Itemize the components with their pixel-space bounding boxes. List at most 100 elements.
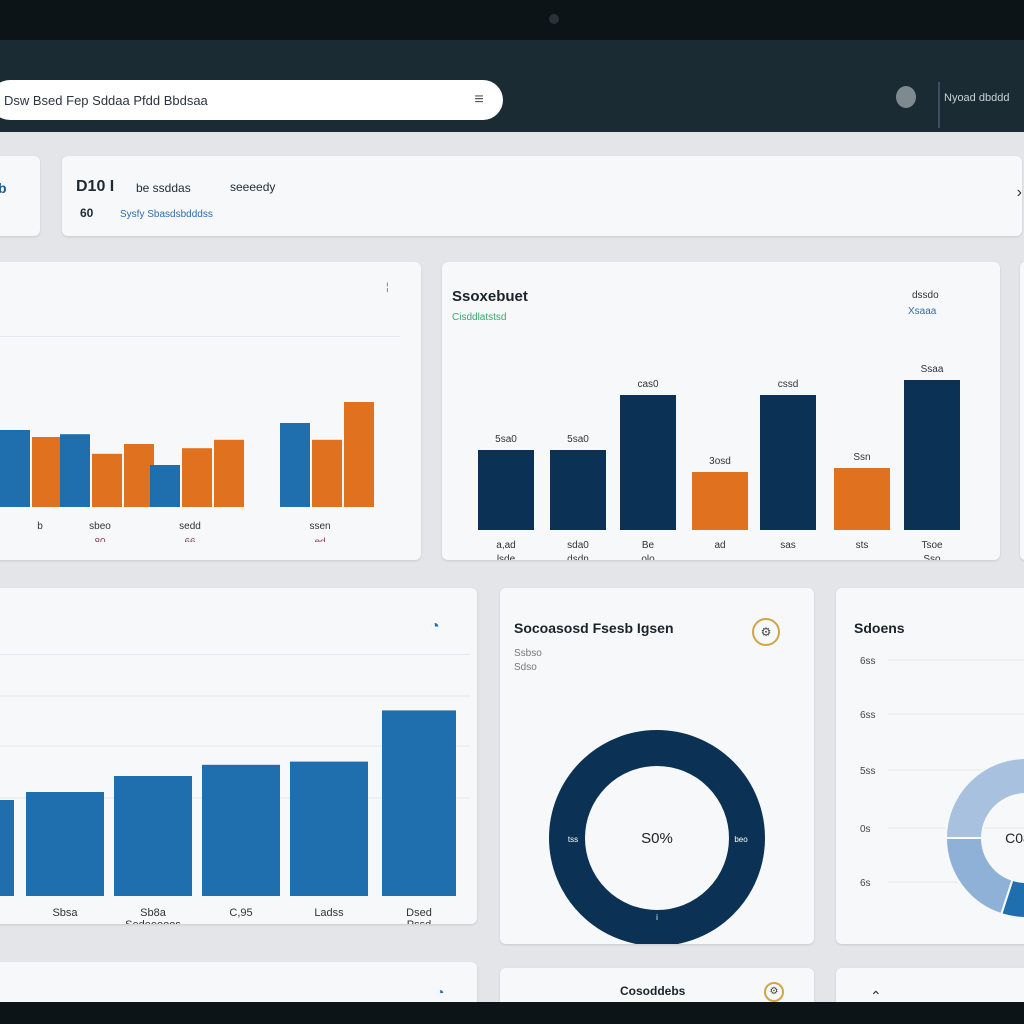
y-tick-label: 5ss xyxy=(860,766,876,777)
bar xyxy=(312,439,342,507)
bar xyxy=(32,437,62,507)
donut-segment-label: tss xyxy=(568,835,578,844)
grouped-bar-card: ¦ b sbeo 80 sedd 66 ssen ed xyxy=(0,262,421,560)
bar-value-label: 5sa0 xyxy=(495,434,517,445)
bottom-card-right: ⌃ xyxy=(836,968,1024,1002)
x-tick-label: Be xyxy=(642,540,655,551)
info-icon[interactable]: ¦ xyxy=(386,282,389,293)
pie-card: Sdoens 6ss 6ss 5ss 0s 6s C08 xyxy=(836,588,1024,944)
card-title: Cosoddebs xyxy=(620,984,686,998)
bar-value-label: cssd xyxy=(778,379,799,390)
x-tick-label: sda0 xyxy=(567,540,589,551)
x-tick-label: dsdn xyxy=(567,554,589,560)
search-icon[interactable]: ≡ xyxy=(474,91,484,108)
bar xyxy=(280,423,310,507)
bar xyxy=(150,465,180,507)
settings-icon[interactable]: ⚙ xyxy=(752,618,780,646)
x-tick-label: Dsed xyxy=(406,907,432,919)
x-tick-label: Sbsa xyxy=(52,907,78,919)
donut-ring xyxy=(549,730,765,944)
x-tick-label: ssen xyxy=(309,521,330,532)
x-tick-label: sbeo xyxy=(89,521,111,532)
avatar[interactable] xyxy=(896,86,916,108)
bar xyxy=(202,764,280,896)
blue-bar-card: ◔ Sbsa Sb8aSedeeooos C,95 Ladss DsedPssd xyxy=(0,588,477,924)
refresh-icon[interactable]: ◔ xyxy=(436,984,445,1000)
x-tick-label: lsde xyxy=(497,554,516,560)
x-tick-label: sas xyxy=(780,540,796,551)
x-tick-sublabel: 66 xyxy=(184,537,196,542)
bar xyxy=(344,402,374,507)
x-tick-label: sedd xyxy=(179,521,201,532)
x-tick-label: C,95 xyxy=(229,907,252,919)
bar xyxy=(620,395,676,530)
bar xyxy=(478,450,534,530)
kpi-left-card[interactable]: b xyxy=(0,156,40,236)
user-label[interactable]: Nyoad dbddd xyxy=(944,92,1010,104)
search-input[interactable]: Dsw Bsed Fep Sddaa Pfdd Bbdsaa xyxy=(4,92,208,108)
kpi-summary-card: D10 I be ssddas seeeedy 60 Sysfy Sbasdsb… xyxy=(62,156,1022,236)
x-tick-label: sts xyxy=(856,540,869,551)
bar xyxy=(550,450,606,530)
bar xyxy=(382,710,456,896)
card-subtitle: Ssbso xyxy=(514,648,542,659)
pie-slice xyxy=(944,837,1014,916)
bar xyxy=(60,434,90,507)
bar-chart-card: Ssoxebuet Cisddlatstsd dssdo Xsaaa 5sa0 a… xyxy=(442,262,1000,560)
card-title: Ssoxebuet xyxy=(452,288,528,305)
card-subtitle: Cisddlatstsd xyxy=(452,312,507,323)
bar-value-label: Ssn xyxy=(853,452,870,463)
donut-segment-label: beo xyxy=(734,835,748,844)
divider xyxy=(938,82,940,128)
bar xyxy=(124,444,154,507)
x-tick-label: Sedeeooos xyxy=(125,919,181,924)
top-bar: Dsw Bsed Fep Sddaa Pfdd Bbdsaa ≡ Nyoad d… xyxy=(0,40,1024,132)
y-tick-label: 6ss xyxy=(860,710,876,721)
x-tick-label: Sso xyxy=(923,554,941,560)
bar xyxy=(834,468,890,530)
bar xyxy=(904,380,960,530)
donut-center-label: S0% xyxy=(641,830,673,847)
x-tick-label: Pssd xyxy=(407,919,431,924)
dashboard-screen: Dsw Bsed Fep Sddaa Pfdd Bbdsaa ≡ Nyoad d… xyxy=(0,40,1024,1002)
bar xyxy=(114,776,192,896)
x-tick-label: Ladss xyxy=(314,907,344,919)
x-tick-label: Tsoe xyxy=(921,540,943,551)
search-bar[interactable]: Dsw Bsed Fep Sddaa Pfdd Bbdsaa ≡ xyxy=(0,80,503,120)
x-tick-label: olo xyxy=(641,554,655,560)
refresh-icon[interactable]: ◔ xyxy=(430,618,440,635)
donut-chart: S0% tss beo i xyxy=(549,730,765,944)
card-title: Sdoens xyxy=(854,620,905,636)
bar xyxy=(692,472,748,530)
chevron-right-icon[interactable]: › xyxy=(1016,184,1022,201)
bar xyxy=(92,453,122,507)
bar xyxy=(0,430,30,507)
bar xyxy=(182,448,212,507)
kpi-meta: be ssddas xyxy=(136,181,191,195)
kpi-meta: seeeedy xyxy=(230,180,276,194)
bottom-card-left: ◔ xyxy=(0,962,477,1002)
bar-value-label: 5sa0 xyxy=(567,434,589,445)
x-tick-label: a,ad xyxy=(496,540,515,551)
grouped-bar-chart: b sbeo 80 sedd 66 ssen ed xyxy=(0,402,374,542)
pie-slice xyxy=(944,757,1024,839)
donut-card: Socoasosd Fsesb Igsen Ssbso Sdso ⚙ S0% ts… xyxy=(500,588,814,944)
corner-label[interactable]: Xsaaa xyxy=(908,306,937,317)
bottom-card-mid: Cosoddebs ⚙ xyxy=(500,968,814,1002)
x-tick-label: ad xyxy=(714,540,725,551)
expand-icon[interactable]: ⌃ xyxy=(870,988,882,1002)
kpi-sublink[interactable]: Sysfy Sbasdsbdddss xyxy=(120,209,213,220)
kpi-left-glyph: b xyxy=(0,180,7,196)
bar xyxy=(290,761,368,896)
settings-icon[interactable]: ⚙ xyxy=(764,982,784,1002)
kpi-code: D10 I xyxy=(76,178,115,195)
bar xyxy=(214,439,244,507)
camera xyxy=(549,14,559,24)
card-title: Socoasosd Fsesb Igsen xyxy=(514,620,674,636)
x-tick-label: b xyxy=(37,521,43,532)
bar xyxy=(760,395,816,530)
bar-chart: 5sa0a,adlsde5sa0sda0dsdncas0Beolool3osda… xyxy=(478,364,960,560)
y-tick-label: 0s xyxy=(860,824,871,835)
corner-label: dssdo xyxy=(912,290,939,301)
y-tick-label: 6ss xyxy=(860,656,876,667)
